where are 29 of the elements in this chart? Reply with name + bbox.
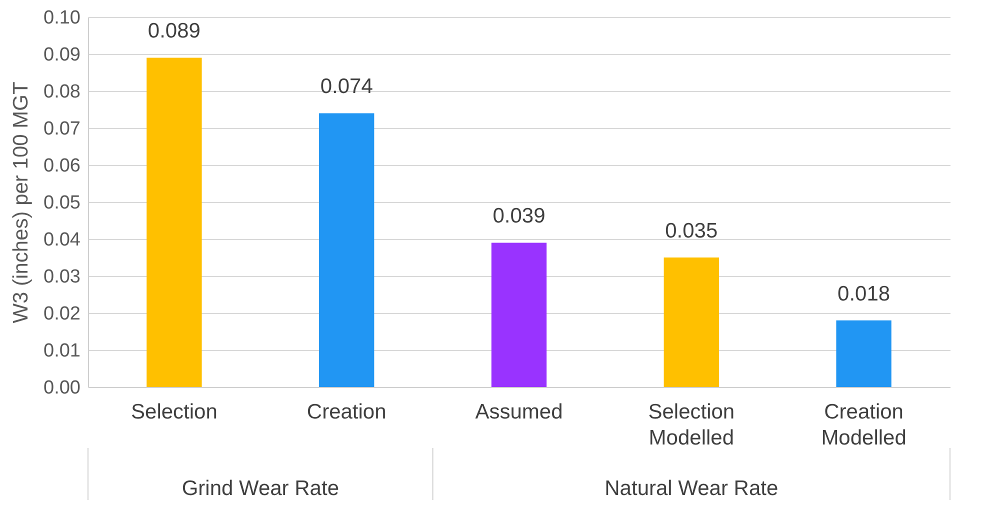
text: Grind Wear Rate: [182, 476, 339, 500]
y-tick-label: 0.07: [44, 118, 80, 140]
x-tick-label: Creation: [306, 400, 386, 424]
text: Natural Wear Rate: [604, 476, 778, 500]
data-label: 0.074: [320, 75, 374, 98]
y-tick-label: 0.09: [44, 44, 80, 66]
bar: [491, 242, 547, 387]
bar: [146, 58, 202, 387]
data-label: 0.018: [838, 282, 890, 306]
y-tick-label: 0.08: [44, 82, 80, 102]
data-label: 0.039: [492, 204, 546, 228]
x-tick-label: Selection Modelled: [648, 400, 735, 450]
y-axis-title: W3 (inches) per 100 MGT: [10, 82, 33, 324]
y-tick-label: 0.05: [44, 192, 80, 214]
x-tick-label: Assumed: [475, 400, 563, 424]
bar: [836, 320, 892, 387]
data-label: 0.089: [148, 20, 200, 43]
bar: [664, 258, 719, 387]
y-tick-label: 0.06: [44, 156, 80, 176]
x-tick-label: Creation Modelled: [821, 400, 906, 450]
x-tick-label: Selection: [131, 400, 218, 424]
y-tick-label: 0.03: [44, 266, 80, 288]
y-tick-label: 0.00: [44, 378, 80, 398]
y-tick-label: 0.02: [44, 304, 80, 324]
bar: [319, 113, 374, 387]
data-label: 0.035: [665, 220, 718, 242]
y-tick-label: 0.10: [44, 8, 80, 28]
y-tick-label: 0.01: [44, 340, 80, 362]
y-tick-label: 0.04: [44, 230, 81, 250]
